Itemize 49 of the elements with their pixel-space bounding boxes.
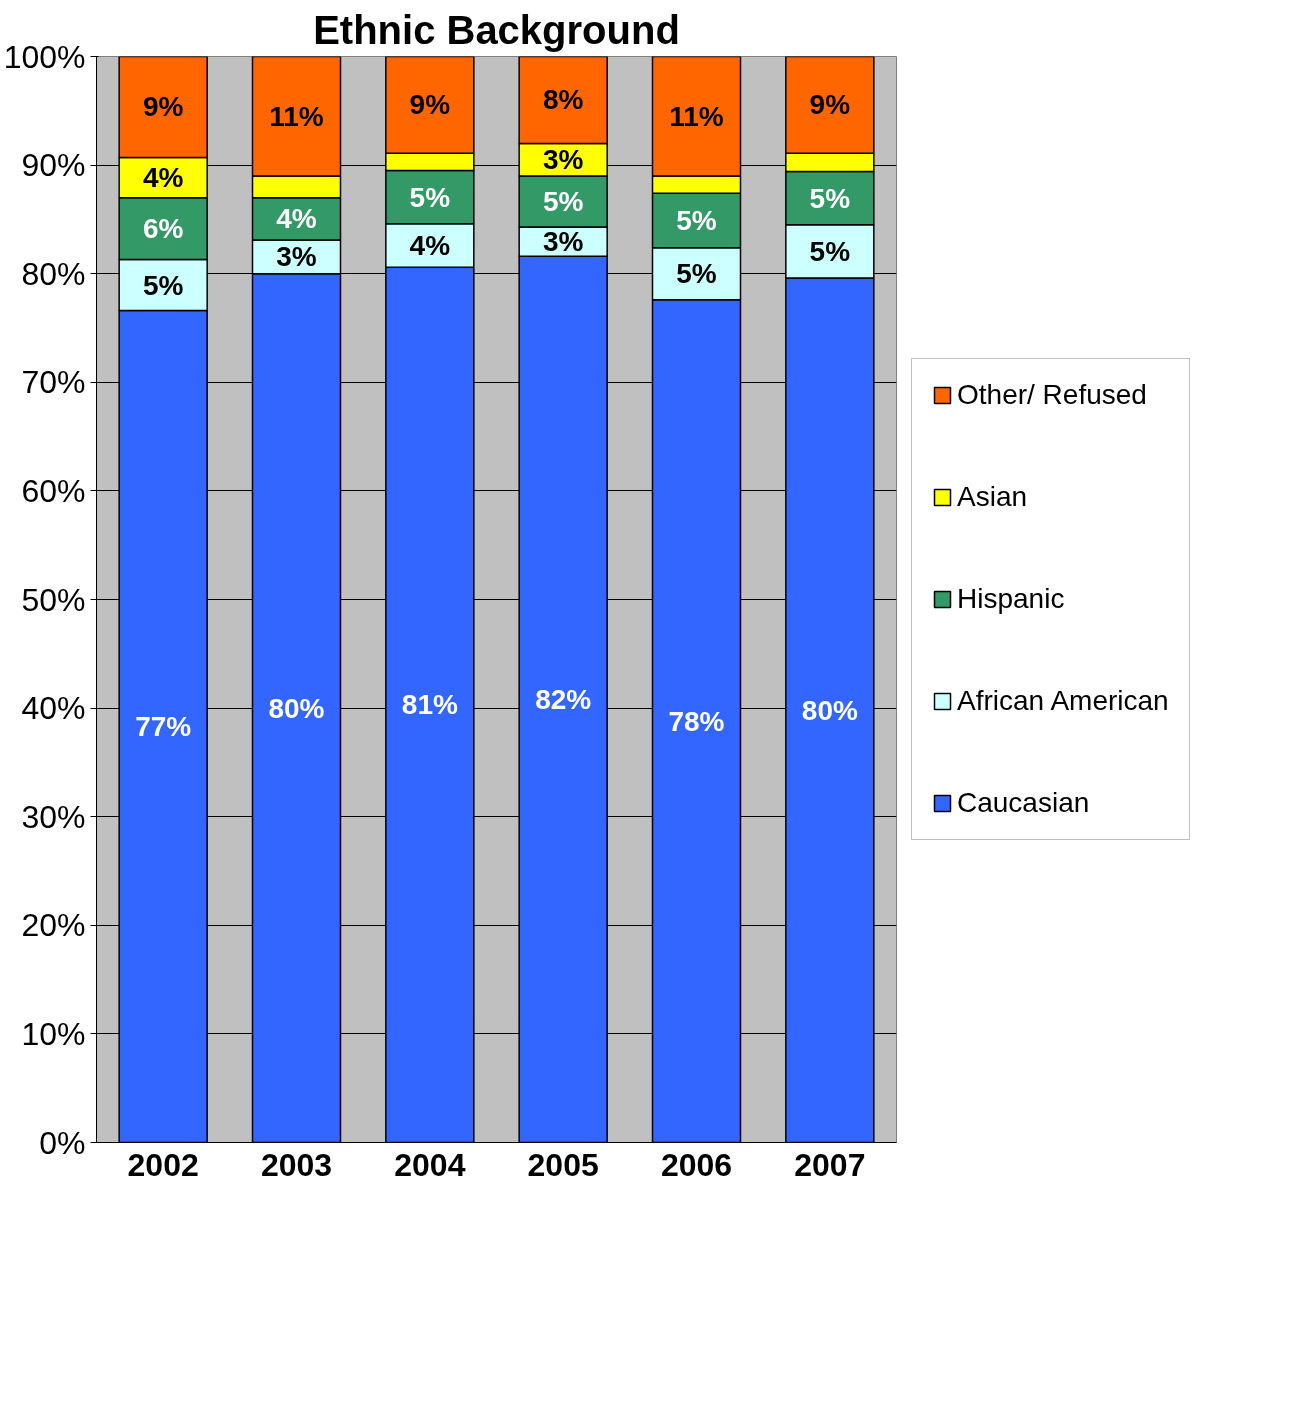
y-tick-label: 80%	[21, 255, 86, 292]
data-label: 80%	[801, 694, 858, 726]
data-label: 4%	[276, 203, 317, 235]
y-tick-label: 0%	[39, 1124, 86, 1161]
data-label: 4%	[409, 229, 451, 261]
data-label: 11%	[669, 100, 724, 132]
y-tick-label: 50%	[21, 581, 86, 618]
x-tick-label: 2002	[127, 1146, 199, 1183]
y-tick-label: 70%	[21, 364, 86, 401]
y-tick-label: 20%	[21, 907, 86, 944]
data-label: 9%	[809, 89, 851, 121]
data-label: 3%	[542, 226, 584, 258]
y-tick-label: 10%	[21, 1015, 86, 1052]
data-label: 80%	[268, 692, 325, 724]
data-label: 5%	[809, 235, 851, 267]
legend-label: Hispanic	[957, 583, 1065, 615]
data-label: 5%	[409, 181, 451, 213]
data-label: 82%	[535, 683, 592, 715]
legend-label: African American	[957, 685, 1169, 717]
y-tick-label: 100%	[3, 38, 86, 75]
data-label: 6%	[142, 213, 184, 245]
data-label: 78%	[668, 705, 725, 737]
data-label: 8%	[542, 84, 584, 116]
data-label: 5%	[142, 269, 184, 301]
x-tick-label: 2006	[660, 1146, 733, 1183]
data-label: 81%	[401, 689, 458, 721]
y-tick-label: 60%	[21, 472, 86, 509]
y-tick-label: 40%	[21, 690, 86, 727]
data-label: 5%	[676, 204, 717, 236]
y-tick-label: 30%	[21, 798, 86, 835]
legend-label: Other/ Refused	[957, 379, 1147, 411]
data-label: 9%	[142, 91, 184, 123]
data-label: 5%	[809, 182, 851, 214]
data-label: 5%	[676, 258, 717, 290]
y-tick-label: 90%	[21, 147, 86, 184]
x-tick-label: 2005	[527, 1146, 599, 1183]
x-tick-label: 2004	[394, 1146, 466, 1183]
x-tick-label: 2003	[260, 1146, 333, 1183]
data-label: 3%	[276, 241, 317, 273]
data-label: 3%	[542, 144, 584, 176]
data-label: 5%	[542, 185, 584, 217]
legend-label: Asian	[957, 481, 1028, 513]
legend-label: Caucasian	[957, 787, 1090, 819]
data-label: 4%	[142, 162, 184, 194]
data-label: 77%	[135, 711, 192, 743]
data-label: 11%	[269, 100, 324, 132]
chart-title: Ethnic Background	[313, 7, 680, 52]
data-label: 9%	[409, 89, 451, 121]
x-tick-label: 2007	[794, 1146, 866, 1183]
